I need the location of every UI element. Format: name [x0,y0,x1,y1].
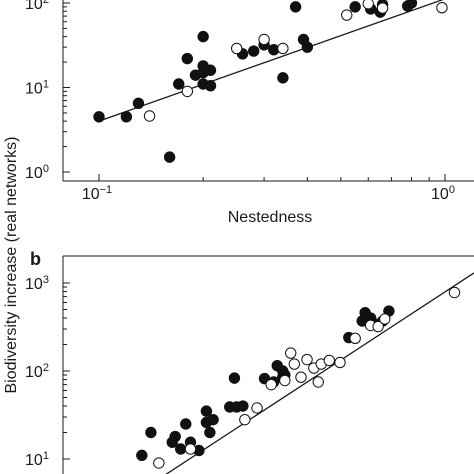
data-point-filled-a [173,78,185,90]
data-point-open-b [448,286,461,299]
data-point-filled-b [145,426,157,439]
data-point-open-b [312,376,324,388]
data-point-filled-a [93,111,105,123]
data-point-open-b [295,371,307,383]
data-point-filled-b [228,372,241,384]
data-point-filled-a [163,151,176,163]
data-point-filled-a [132,97,145,110]
data-point-open-b [323,354,335,367]
data-point-open-b [372,320,384,333]
data-point-filled-b [175,443,187,455]
data-point-filled-a [181,52,194,65]
data-point-open-b [334,356,346,369]
data-point-open-a [341,9,353,21]
data-point-open-a [362,0,374,10]
data-point-open-b [284,347,297,359]
data-point-filled-b [169,430,181,443]
data-point-filled-a [120,111,133,123]
data-point-open-a [181,85,194,98]
data-point-filled-a [248,45,260,57]
data-point-open-b [379,313,391,325]
y-tick-label-a: 102 [25,0,49,13]
y-tick-label-b: 102 [25,362,49,381]
data-point-open-b [265,378,277,391]
data-point-filled-b [204,426,216,439]
x-tick-label-a: 100 [431,184,455,203]
y-tick-label-a: 101 [25,79,49,98]
data-point-filled-b [136,449,148,462]
data-point-filled-a [197,30,209,43]
data-point-open-b [349,332,361,345]
data-point-open-b [251,402,263,414]
data-point-open-a [143,110,156,122]
data-point-filled-b [237,400,249,412]
data-point-open-b [153,457,165,469]
data-point-open-b [279,374,291,387]
data-point-filled-a [301,41,314,53]
data-point-open-a [230,42,243,55]
x-tick-label-a: 10−1 [82,184,112,203]
data-point-open-b [288,358,301,370]
data-point-open-a [436,1,448,14]
data-point-open-b [301,353,313,366]
data-point-filled-a [405,0,418,9]
data-point-open-a [258,33,270,46]
data-point-open-b [239,413,251,426]
data-point-filled-b [200,405,213,417]
data-point-filled-a [289,1,302,13]
fit-line-a [98,0,444,122]
data-point-open-b [184,443,197,455]
x-axis-title-a: Nestedness [228,209,313,226]
data-point-filled-a [204,80,217,92]
y-tick-label-b: 101 [25,450,49,469]
y-axis-title-shared: Biodiversity increase (real networks) [3,137,20,394]
data-point-filled-a [204,64,217,76]
panel-b-label: b [30,249,41,269]
data-point-open-a [376,2,389,14]
data-point-filled-a [277,72,289,84]
y-tick-label-a: 100 [25,163,49,182]
data-point-filled-a [349,1,361,13]
data-point-filled-b [207,413,219,426]
fit-line-b [165,272,474,474]
data-point-filled-b [180,418,192,430]
y-tick-label-b: 103 [25,274,49,293]
data-point-open-a [277,42,289,55]
